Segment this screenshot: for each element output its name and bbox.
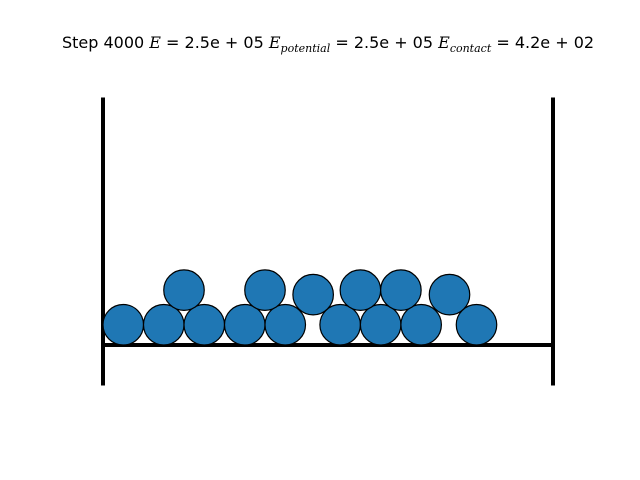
- particle-1: [102, 303, 145, 346]
- potential-energy-symbol: E: [268, 33, 281, 52]
- particle-8: [400, 303, 442, 346]
- particle-4: [223, 303, 266, 346]
- particle-12: [292, 273, 334, 316]
- energy-symbol: E: [148, 33, 161, 52]
- particle-13: [339, 269, 382, 311]
- particle-3: [183, 303, 226, 346]
- contact-energy-subscript: contact: [450, 42, 492, 55]
- step-label: Step 4000: [62, 33, 144, 52]
- particle-5: [264, 303, 307, 346]
- potential-energy-subscript: potential: [281, 42, 331, 55]
- energy-value: = 2.5e + 05: [161, 33, 269, 52]
- plot-title: Step 4000 E = 2.5e + 05 Epotential = 2.5…: [62, 33, 594, 55]
- particle-15: [428, 273, 471, 316]
- contact-energy-symbol: E: [437, 33, 450, 52]
- particle-10: [163, 269, 205, 311]
- potential-energy-value: = 2.5e + 05: [330, 33, 438, 52]
- particles-group: [102, 269, 498, 346]
- particle-9: [455, 303, 498, 346]
- particle-11: [244, 269, 286, 311]
- particle-2: [142, 303, 185, 346]
- contact-energy-value: = 4.2e + 02: [491, 33, 594, 52]
- particle-14: [380, 269, 422, 311]
- particle-7: [359, 303, 402, 346]
